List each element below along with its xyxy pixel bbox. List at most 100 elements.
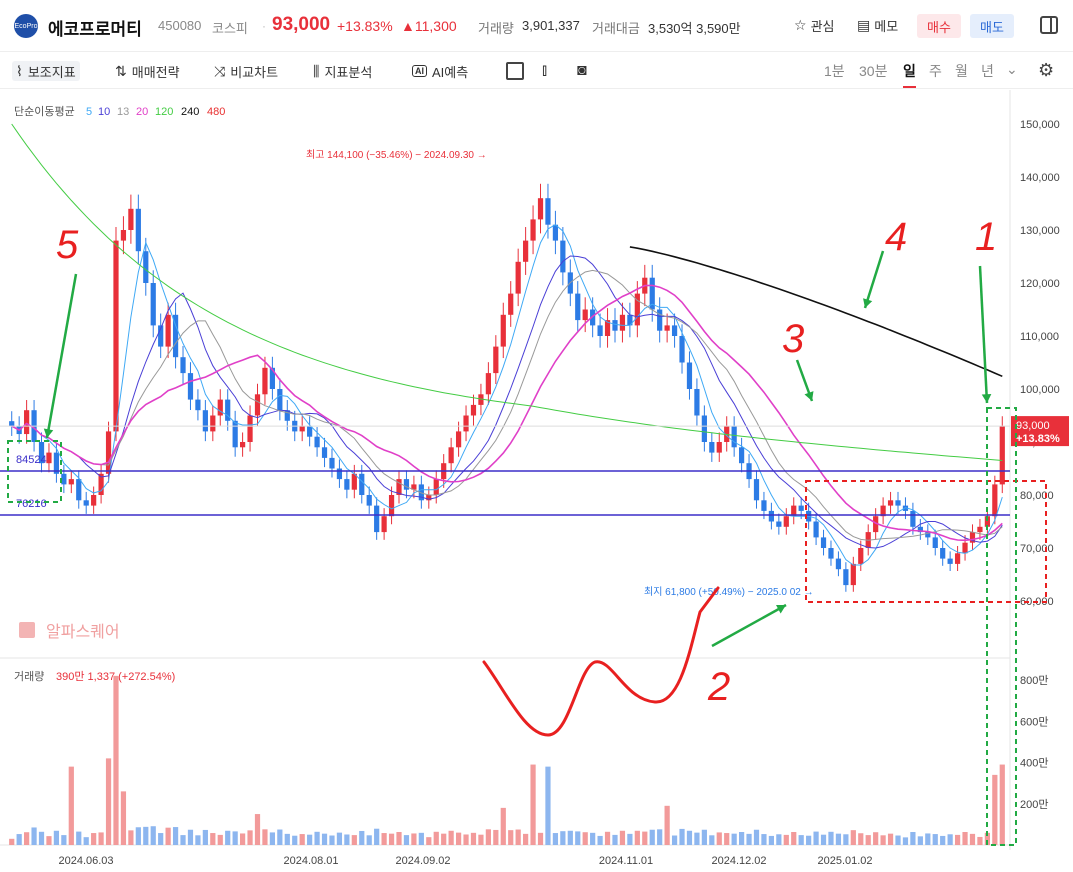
x-tick-label: 2024.08.01 bbox=[283, 855, 338, 867]
panel-toggle-icon[interactable] bbox=[1040, 16, 1058, 34]
ma10-line bbox=[11, 255, 1003, 549]
candle-body bbox=[314, 436, 320, 448]
candle-body bbox=[180, 357, 186, 374]
volume-label: 거래량 bbox=[14, 670, 44, 683]
current-price-tag bbox=[1011, 416, 1069, 447]
volume-bar bbox=[768, 835, 775, 845]
volume-bar bbox=[217, 834, 223, 845]
volume-bar bbox=[679, 828, 685, 845]
volume-bar bbox=[783, 834, 789, 845]
volume-bar bbox=[545, 766, 551, 845]
volume-bar bbox=[172, 827, 179, 845]
volume-bar bbox=[455, 832, 462, 845]
volume-bar bbox=[895, 835, 901, 845]
volume-bar bbox=[619, 830, 626, 845]
volume-bar bbox=[590, 832, 596, 845]
candle-body bbox=[575, 293, 581, 321]
screenshot-button[interactable]: ◙ bbox=[577, 61, 587, 81]
candle-body bbox=[664, 325, 670, 331]
volume-bar bbox=[388, 833, 395, 845]
volume-bar bbox=[806, 835, 812, 845]
drawing-box-button[interactable] bbox=[506, 61, 524, 81]
tf-day[interactable]: 일 bbox=[903, 61, 916, 88]
candle-body bbox=[813, 521, 819, 538]
candle-body bbox=[634, 293, 640, 326]
candle-body bbox=[962, 542, 968, 554]
candle-body bbox=[880, 505, 886, 517]
buy-button[interactable]: 매수 bbox=[917, 14, 961, 38]
volume-bar bbox=[753, 829, 760, 845]
candle-body bbox=[120, 230, 127, 241]
candle-body bbox=[396, 479, 402, 495]
candle-body bbox=[947, 558, 953, 564]
volume-bar bbox=[761, 834, 767, 845]
tf-month[interactable]: 월 bbox=[955, 63, 968, 79]
y-tick-label: 70,000 bbox=[1020, 543, 1054, 555]
volume-bar bbox=[612, 834, 618, 845]
tf-year[interactable]: 년 bbox=[981, 63, 994, 79]
volume-bar bbox=[128, 830, 134, 845]
support-line-label: 76216 bbox=[16, 498, 47, 510]
price-chart[interactable]: 60,00070,00080,00090,000100,000110,00012… bbox=[0, 90, 1073, 872]
candle-body bbox=[798, 505, 804, 511]
candle-type-button[interactable]: ⫾ bbox=[542, 61, 547, 81]
volume-bar bbox=[731, 833, 737, 845]
candle-body bbox=[508, 293, 514, 315]
watch-button[interactable]: ☆ 관심 bbox=[794, 16, 834, 35]
volume-bar bbox=[239, 833, 246, 845]
volume-bar bbox=[433, 831, 439, 845]
tf-1min[interactable]: 1분 bbox=[824, 63, 845, 79]
volume-bar bbox=[381, 833, 387, 845]
volume-value: 3,901,337 bbox=[522, 18, 580, 33]
candle-body bbox=[523, 240, 529, 262]
volume-bar bbox=[575, 831, 581, 845]
candle-body bbox=[545, 198, 551, 225]
volume-bar bbox=[143, 826, 149, 845]
sell-button[interactable]: 매도 bbox=[970, 14, 1014, 38]
tf-week[interactable]: 주 bbox=[929, 63, 942, 79]
volume-bar bbox=[277, 829, 283, 845]
volume-bar bbox=[463, 834, 469, 845]
candle-body bbox=[709, 442, 715, 453]
candles-icon: ⫼ bbox=[313, 62, 320, 79]
candle-body bbox=[299, 426, 305, 432]
volume-bar bbox=[366, 835, 372, 845]
candle-body bbox=[68, 479, 74, 485]
ma-legend-period: 10 bbox=[98, 106, 110, 118]
compare-button[interactable]: ⤨ 비교차트 bbox=[214, 61, 278, 81]
volume-bar bbox=[187, 829, 194, 845]
candle-body bbox=[91, 495, 97, 506]
candle-body bbox=[657, 309, 663, 331]
strategy-button[interactable]: ⇅ 매매전략 bbox=[115, 61, 180, 81]
y-tick-label: 140,000 bbox=[1020, 172, 1060, 184]
candle-body bbox=[165, 314, 171, 347]
candle-body bbox=[954, 553, 961, 564]
analysis-button[interactable]: ⫼ 지표분석 bbox=[313, 61, 372, 81]
x-tick-label: 2025.01.02 bbox=[817, 855, 872, 867]
volume-bar bbox=[329, 835, 335, 845]
ai-predict-button[interactable]: AI AI예측 bbox=[412, 61, 468, 81]
volume-bar bbox=[560, 831, 566, 845]
candle-body bbox=[76, 479, 82, 501]
volume-bar bbox=[321, 833, 328, 845]
candle-body bbox=[232, 420, 238, 448]
volume-bar bbox=[508, 830, 514, 845]
candle-body bbox=[612, 320, 618, 331]
ma-legend-period: 240 bbox=[181, 106, 199, 118]
memo-button[interactable]: ▤ 메모 bbox=[857, 16, 898, 35]
markup-arrow-1-head bbox=[981, 393, 992, 403]
candle-body bbox=[828, 548, 834, 559]
indicators-label: 보조지표 bbox=[27, 64, 76, 80]
tf-30min[interactable]: 30분 bbox=[859, 63, 888, 79]
candle-body bbox=[910, 510, 916, 527]
candle-body bbox=[552, 224, 559, 241]
volume-bar bbox=[307, 834, 313, 845]
gear-icon[interactable]: ⚙ bbox=[1038, 60, 1055, 80]
chevron-down-icon[interactable]: ⌄ bbox=[1006, 61, 1018, 77]
volume-bar bbox=[925, 833, 931, 845]
candle-body bbox=[172, 314, 179, 358]
indicators-button[interactable]: ⌇ 보조지표 bbox=[12, 61, 80, 81]
candle-body bbox=[977, 526, 983, 533]
candle-body bbox=[128, 208, 134, 230]
candle-body bbox=[150, 283, 156, 326]
